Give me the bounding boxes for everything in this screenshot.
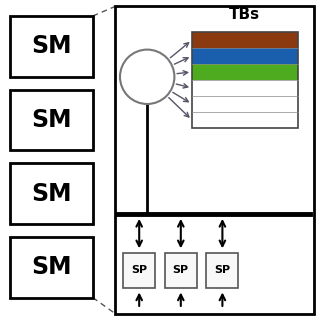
Bar [192,32,298,128]
Text: TBs: TBs [229,7,260,22]
Bar [10,90,93,150]
Bar [206,253,238,288]
Circle shape [120,50,174,104]
Text: SM: SM [31,34,71,58]
Text: SM: SM [31,108,71,132]
Bar [115,6,314,314]
Text: SP: SP [131,265,147,276]
Bar [10,237,93,298]
Text: SM: SM [31,255,71,279]
Bar [165,253,197,288]
Text: SP: SP [214,265,230,276]
Text: SM: SM [31,181,71,205]
Bar [10,16,93,77]
Bar [192,80,298,96]
Bar [192,32,298,48]
Bar [123,253,155,288]
Bar [192,112,298,128]
Bar [10,163,93,224]
Text: SP: SP [173,265,189,276]
Bar [192,64,298,80]
Bar [192,48,298,64]
Bar [192,96,298,112]
